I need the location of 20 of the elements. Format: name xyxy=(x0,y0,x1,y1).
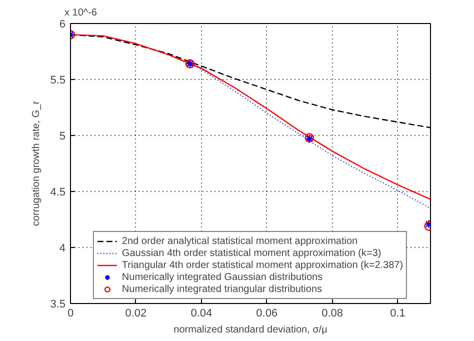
y-tick-label: 6 xyxy=(59,18,66,30)
legend-label: Numerically integrated triangular distributions xyxy=(122,283,322,295)
y-tick-label: 4.5 xyxy=(50,186,66,198)
y-tick-label: 4 xyxy=(59,242,66,254)
text: x 10^-6 xyxy=(64,8,98,18)
x-tick-label: 0.08 xyxy=(322,308,344,320)
x-tick-label: 0.04 xyxy=(190,308,212,320)
legend-label: 2nd order analytical statistical moment approximation xyxy=(122,235,358,247)
x-axis-title: normalized standard deviation, σ/μ xyxy=(174,324,328,336)
y-tick-label: 3.5 xyxy=(50,298,66,310)
x-tick-label: 0.1 xyxy=(390,308,406,320)
x-tick-label: 0.02 xyxy=(125,308,147,320)
legend-label: Numerically integrated Gaussian distributions xyxy=(122,271,323,283)
x-tick-label: 0 xyxy=(67,308,74,320)
y-axis-title: corrugation growth rate, G_r xyxy=(31,100,42,226)
legend-label: Gaussian 4th order statistical moment approximation (k=3) xyxy=(122,247,382,259)
y-tick-label: 5.5 xyxy=(50,74,66,86)
y-tick-label: 5 xyxy=(59,130,66,142)
x-tick-label: 0.06 xyxy=(256,308,278,320)
legend-label: Triangular 4th order statistical moment approximation (k=2.387) xyxy=(122,259,404,271)
